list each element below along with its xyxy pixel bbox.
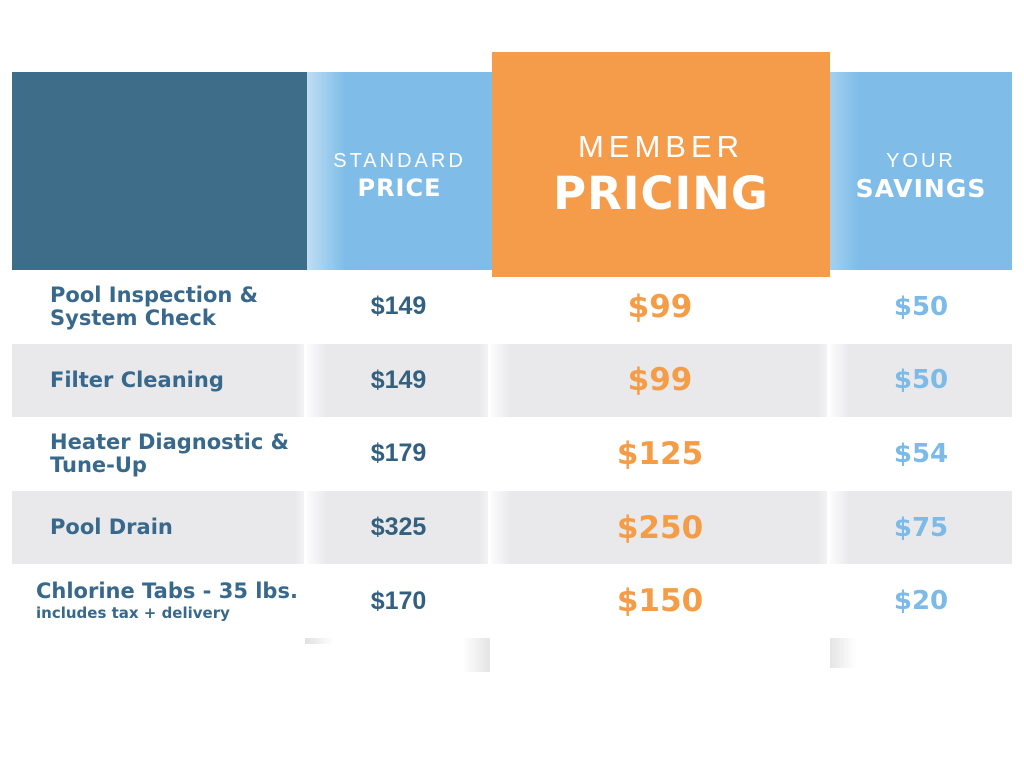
service-name-line2: Tune-Up <box>50 452 147 477</box>
column-divider <box>478 270 511 638</box>
savings-header-line2: SAVINGS <box>855 174 987 204</box>
standard-price-value: $325 <box>370 513 427 542</box>
service-name: Heater Diagnostic & Tune-Up <box>12 429 307 477</box>
table-row: Filter Cleaning $149 $99 $50 <box>12 343 1012 418</box>
member-price-value: $250 <box>616 509 704 546</box>
standard-price-value: $149 <box>370 292 427 321</box>
header-service-block <box>12 72 307 270</box>
savings-header-line1: YOUR <box>886 150 956 173</box>
member-price-value: $99 <box>627 362 693 399</box>
table-row: Pool Inspection & System Check $149 $99 … <box>12 270 1012 344</box>
standard-header-line1: STANDARD <box>333 149 466 172</box>
standard-price-value: $149 <box>370 365 427 394</box>
member-header-line2: PRICING <box>553 166 769 220</box>
savings-column-footer-strip <box>832 638 1012 668</box>
member-price-value: $125 <box>616 435 704 472</box>
service-name-line1: Pool Inspection & <box>50 282 258 307</box>
member-card-right-shadow <box>830 638 856 668</box>
service-name: Pool Inspection & System Check <box>12 282 307 330</box>
standard-price-value: $179 <box>370 439 427 468</box>
table-row: Chlorine Tabs - 35 lbs. includes tax + d… <box>12 564 1012 638</box>
service-name: Pool Drain <box>12 515 307 540</box>
column-divider <box>817 270 850 638</box>
member-header-line1: MEMBER <box>577 128 745 164</box>
service-name: Chlorine Tabs - 35 lbs. includes tax + d… <box>12 579 307 623</box>
header-standard-price: STANDARD PRICE <box>307 72 492 270</box>
service-name-line1: Filter Cleaning <box>50 367 224 392</box>
service-note: includes tax + delivery <box>36 604 230 623</box>
header-member-pricing: MEMBER PRICING <box>492 52 830 277</box>
service-name-line1: Heater Diagnostic & <box>50 429 289 454</box>
table-row: Pool Drain $325 $250 $75 <box>12 490 1012 565</box>
savings-value: $75 <box>893 512 949 543</box>
savings-value: $50 <box>893 291 949 322</box>
savings-value: $20 <box>893 586 949 617</box>
table-row: Heater Diagnostic & Tune-Up $179 $125 $5… <box>12 417 1012 491</box>
standard-price-value: $170 <box>370 586 427 615</box>
service-name-line2: System Check <box>50 305 216 330</box>
service-name: Filter Cleaning <box>12 367 307 392</box>
column-divider <box>294 270 327 638</box>
standard-header-line2: PRICE <box>357 173 442 202</box>
service-name-line1: Chlorine Tabs - 35 lbs. <box>36 579 298 604</box>
label-card-corner-shadow <box>305 638 333 644</box>
savings-value: $50 <box>893 365 949 396</box>
service-rows: Pool Inspection & System Check $149 $99 … <box>12 270 1012 638</box>
member-column-footer-strip <box>492 638 830 672</box>
service-name-line1: Pool Drain <box>50 515 173 540</box>
member-price-value: $99 <box>627 288 693 325</box>
header-your-savings: YOUR SAVINGS <box>830 72 1012 270</box>
member-price-value: $150 <box>616 583 704 620</box>
member-card-left-shadow <box>462 638 490 672</box>
savings-value: $54 <box>893 438 949 469</box>
